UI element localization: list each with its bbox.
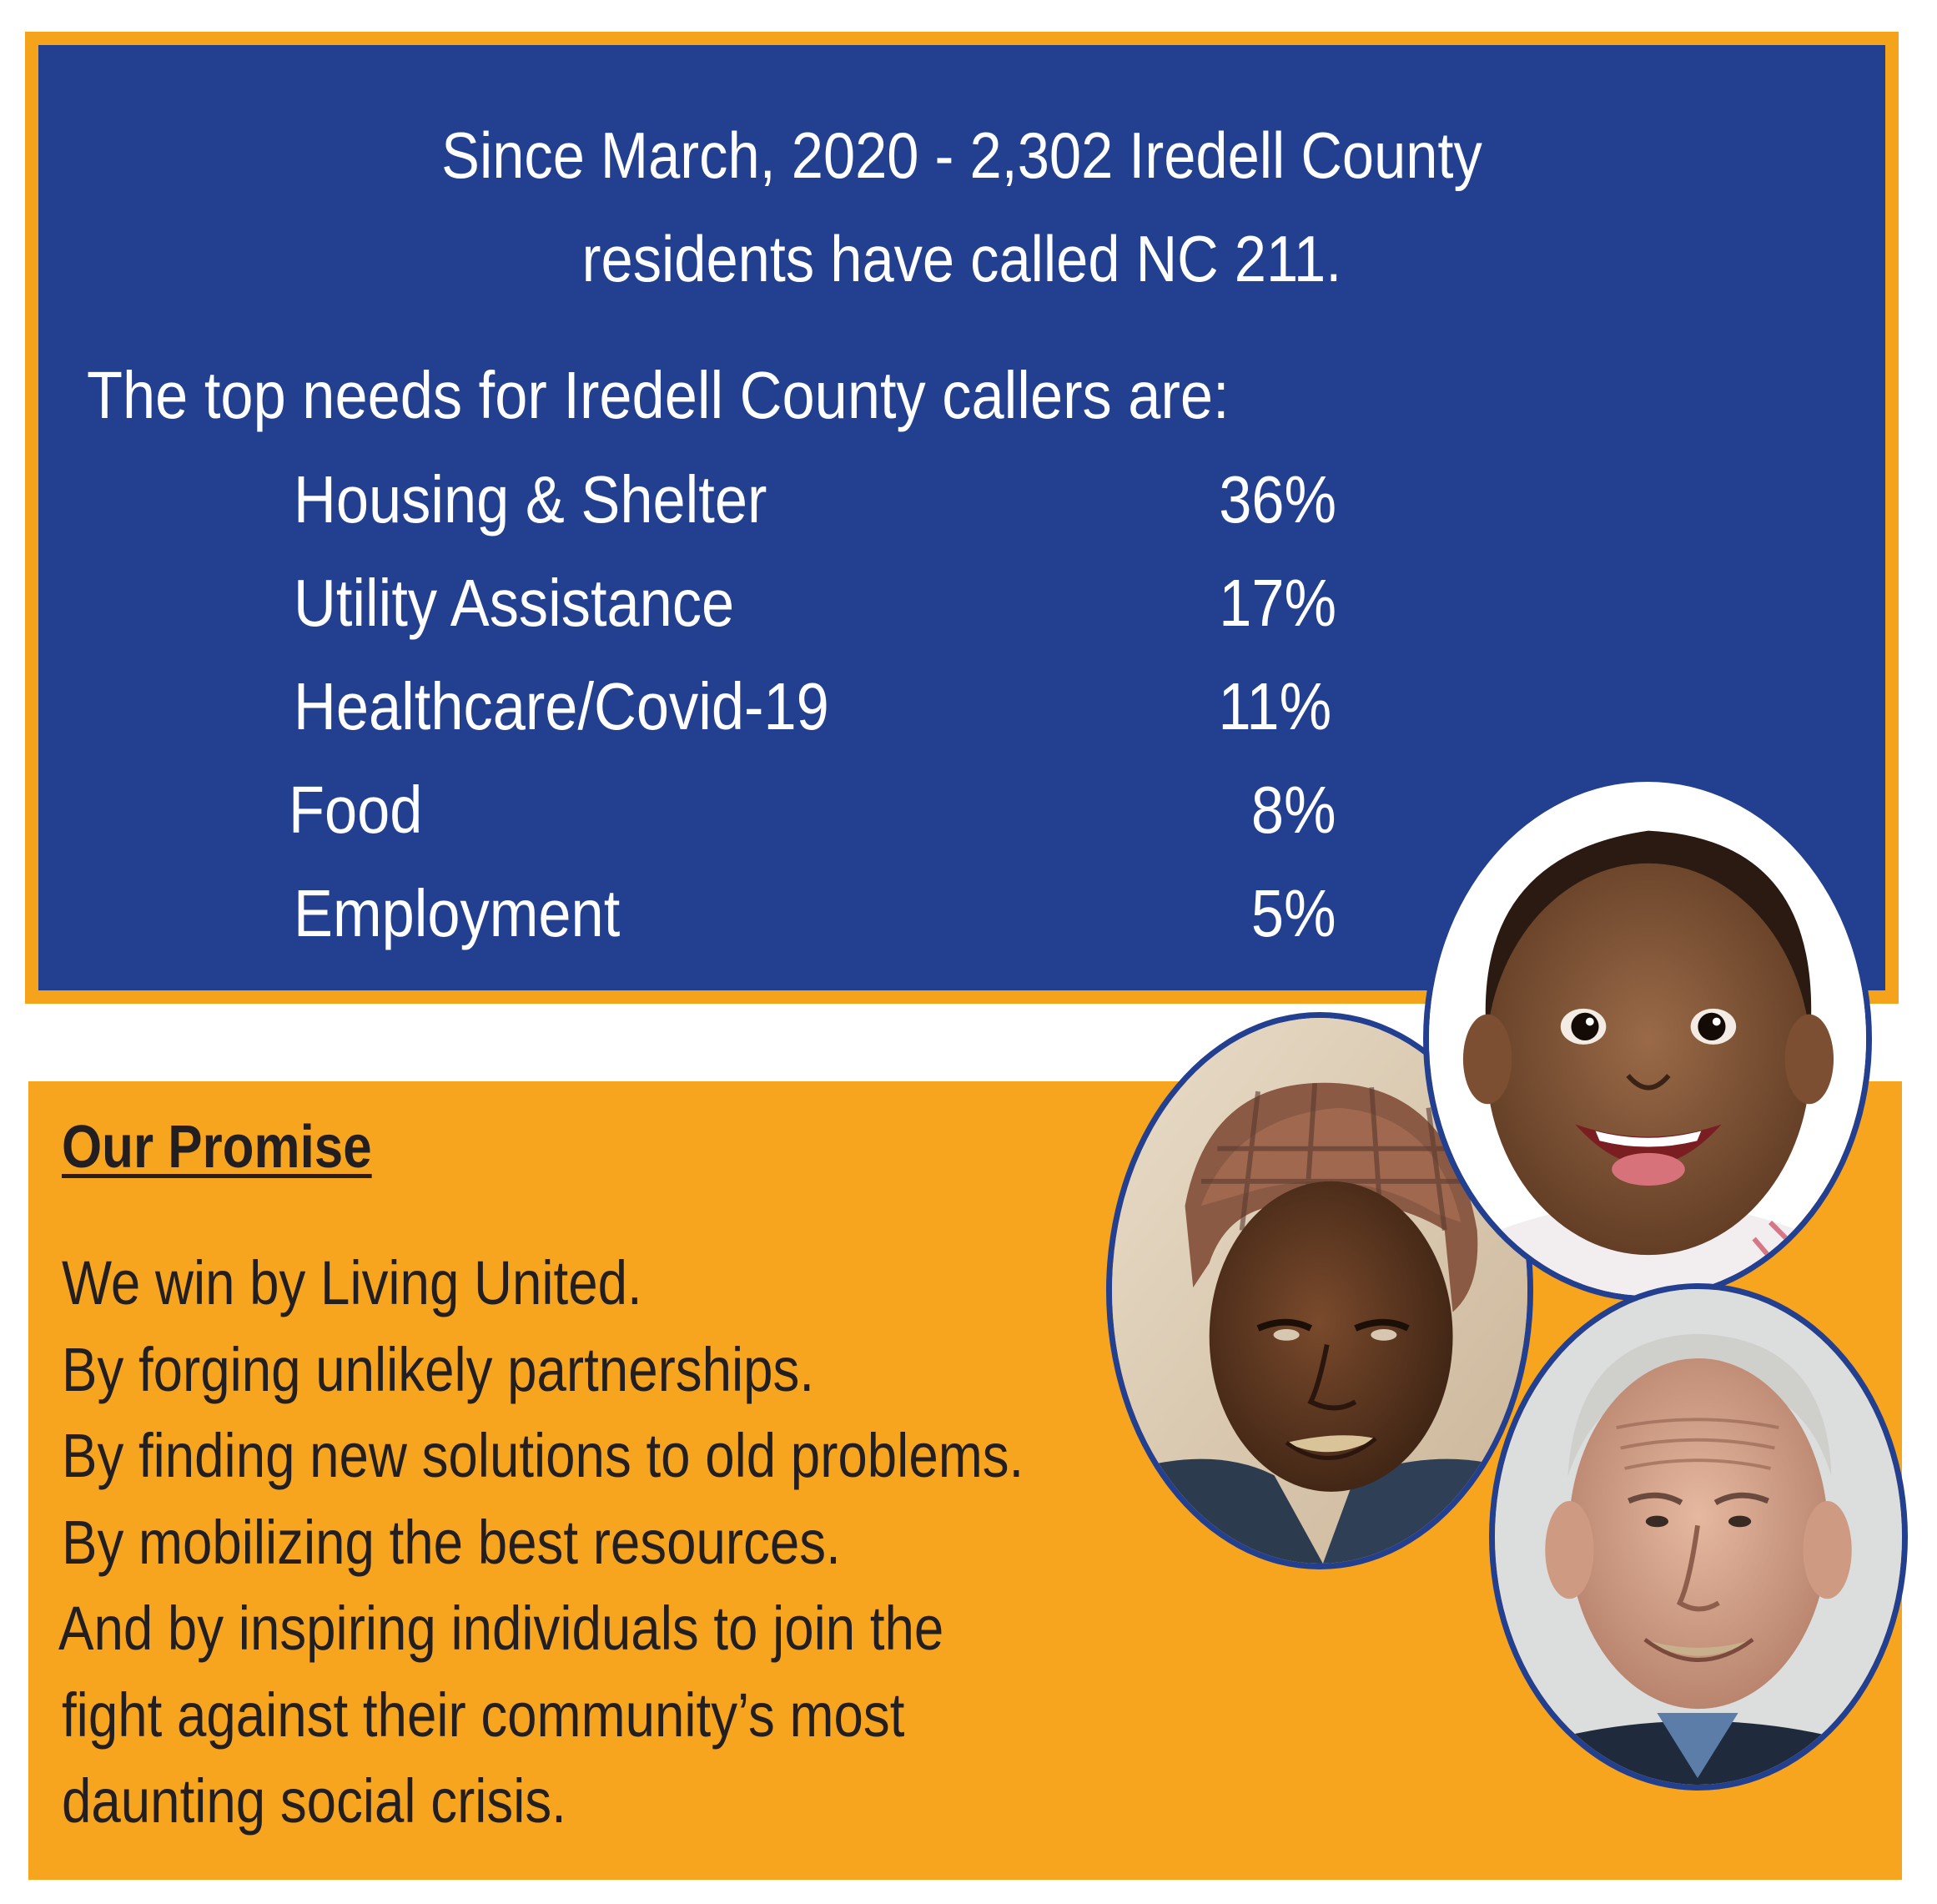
need-row-housing: Housing & Shelter 36% <box>294 458 1336 562</box>
need-percent: 8% <box>1251 773 1336 847</box>
need-label: Employment <box>294 876 621 950</box>
promise-line: By mobilizing the best resources. <box>62 1507 841 1577</box>
need-label: Food <box>289 773 423 847</box>
need-row-utility: Utility Assistance 17% <box>294 562 1336 665</box>
need-row-healthcare: Healthcare/Covid-19 11% <box>294 665 1336 768</box>
need-row-employment: Employment 5% <box>294 872 1336 975</box>
need-row-food: Food 8% <box>289 768 1336 872</box>
need-label: Utility Assistance <box>294 566 735 640</box>
headline-line-1: Since March, 2020 - 2,302 Iredell County <box>441 118 1482 192</box>
need-percent: 11% <box>1218 669 1331 743</box>
promise-line: And by inspiring individuals to join the <box>58 1594 944 1663</box>
promise-line: daunting social crisis. <box>62 1766 566 1836</box>
headline-line-2: residents have called NC 211. <box>581 222 1342 295</box>
need-percent: 5% <box>1251 876 1336 950</box>
promise-line: We win by Living United. <box>62 1248 642 1317</box>
promise-line: fight against their community’s most <box>62 1680 905 1750</box>
needs-list: Housing & Shelter 36% Utility Assistance… <box>289 458 1336 975</box>
need-label: Healthcare/Covid-19 <box>294 669 829 743</box>
need-label: Housing & Shelter <box>294 462 767 536</box>
headline: Since March, 2020 - 2,302 Iredell County… <box>149 103 1774 310</box>
need-percent: 17% <box>1219 566 1336 640</box>
portrait-elderly-man-photo <box>1489 1283 1908 1791</box>
needs-intro: The top needs for Iredell County callers… <box>87 358 1230 432</box>
promise-line: By finding new solutions to old problems… <box>62 1421 1024 1490</box>
stats-panel: Since March, 2020 - 2,302 Iredell County… <box>25 32 1899 1004</box>
promise-title: Our Promise <box>62 1114 372 1181</box>
promise-text: We win by Living United. By forging unli… <box>58 1240 1230 1845</box>
need-percent: 36% <box>1219 462 1336 536</box>
portrait-baby-photo <box>1423 776 1872 1302</box>
promise-line: By forging unlikely partnerships. <box>62 1334 815 1404</box>
